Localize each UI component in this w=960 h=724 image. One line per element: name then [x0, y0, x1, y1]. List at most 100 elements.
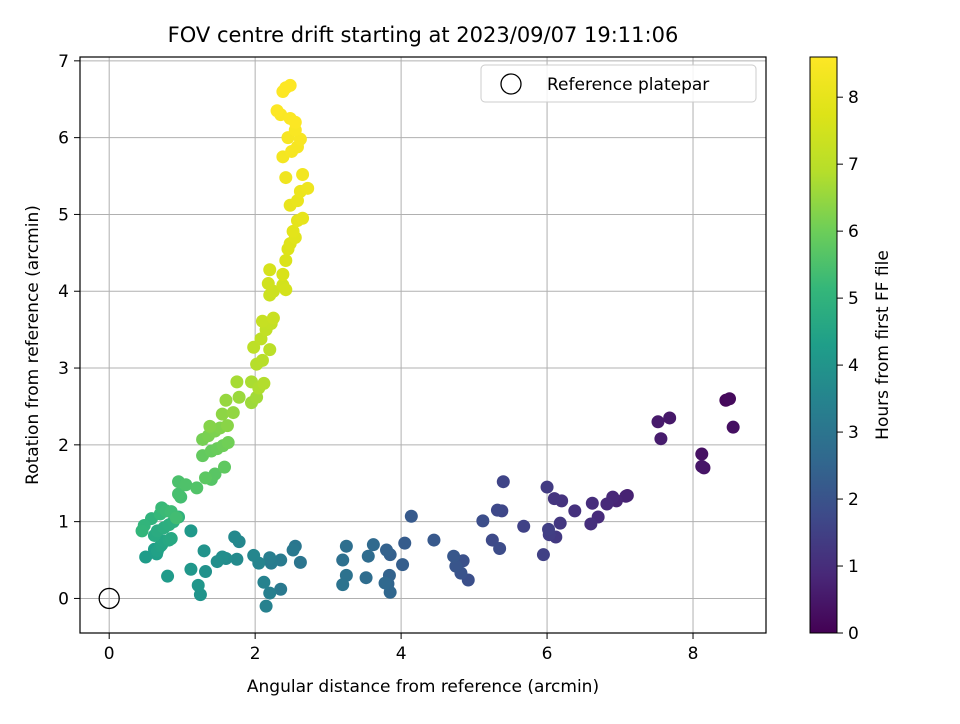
data-point [226, 406, 240, 420]
data-point [247, 340, 261, 354]
data-point [378, 576, 392, 590]
data-point [723, 392, 737, 406]
y-tick-label: 7 [58, 52, 69, 72]
data-point [296, 168, 310, 182]
y-tick-label: 1 [58, 513, 69, 533]
colorbar-tick-label: 5 [848, 289, 859, 309]
data-point [288, 115, 302, 129]
data-point [219, 393, 233, 407]
data-point [336, 578, 350, 592]
colorbar-tick-label: 7 [848, 155, 859, 175]
data-point [654, 432, 668, 446]
data-point [270, 104, 284, 118]
data-point [220, 419, 234, 433]
data-point [255, 353, 269, 367]
data-point [232, 390, 246, 404]
data-point [568, 504, 582, 518]
data-point [695, 447, 709, 461]
data-point [447, 549, 461, 563]
data-point [536, 548, 550, 562]
data-point [404, 509, 418, 523]
data-point [547, 492, 561, 506]
data-point [286, 224, 300, 238]
x-tick-label: 4 [396, 644, 407, 664]
data-point [585, 496, 599, 510]
data-point [540, 480, 554, 494]
data-point [485, 533, 499, 547]
data-point [221, 436, 235, 450]
y-tick-label: 0 [58, 589, 69, 609]
data-point [184, 524, 198, 538]
data-point [263, 343, 277, 357]
data-point [695, 459, 709, 473]
data-point [542, 522, 556, 536]
data-point [726, 420, 740, 434]
data-point [427, 533, 441, 547]
data-point [266, 311, 280, 325]
data-point [366, 538, 380, 552]
data-point [139, 550, 153, 564]
x-tick-label: 2 [250, 644, 261, 664]
colorbar-tick-label: 6 [848, 222, 859, 242]
legend-entry-reference: Reference platepar [547, 75, 709, 95]
y-tick-label: 5 [58, 205, 69, 225]
data-point [517, 519, 531, 533]
data-point [276, 267, 290, 281]
y-tick-label: 3 [58, 359, 69, 379]
x-axis-label: Angular distance from reference (arcmin) [247, 677, 599, 697]
y-axis-ticks: 0 1 2 3 4 5 6 7 [58, 52, 80, 609]
data-point [449, 559, 463, 573]
data-point [215, 407, 229, 421]
data-point [286, 543, 300, 557]
x-tick-label: 0 [104, 644, 115, 664]
data-point [396, 558, 410, 572]
data-point [293, 555, 307, 569]
data-point [135, 524, 149, 538]
colorbar-tick-label: 3 [848, 423, 859, 443]
legend: Reference platepar [480, 64, 757, 103]
data-point [257, 376, 271, 390]
data-point [283, 78, 297, 92]
data-point [496, 475, 510, 489]
scatter-points [135, 78, 740, 613]
data-point [164, 532, 178, 546]
data-point [190, 481, 204, 495]
data-point [191, 578, 205, 592]
colorbar: 0 1 2 3 4 5 6 7 8 Hours from first FF file [809, 56, 893, 644]
data-point [261, 277, 275, 291]
x-tick-label: 6 [542, 644, 553, 664]
legend-marker-icon [500, 73, 522, 95]
data-point [199, 471, 213, 485]
data-point [301, 181, 315, 195]
data-point [247, 548, 261, 562]
y-axis-label: Rotation from reference (arcmin) [23, 205, 43, 485]
colorbar-tick-label: 2 [848, 490, 859, 510]
data-point [380, 543, 394, 557]
data-point [600, 497, 614, 511]
data-point [584, 517, 598, 531]
data-point [210, 555, 224, 569]
colorbar-tick-label: 8 [848, 88, 859, 108]
data-point [361, 549, 375, 563]
data-point [230, 375, 244, 389]
data-point [169, 511, 183, 525]
colorbar-tick-label: 0 [848, 624, 859, 644]
data-point [339, 539, 353, 553]
data-point [279, 171, 293, 185]
y-tick-label: 6 [58, 129, 69, 149]
data-point [274, 582, 288, 596]
data-point [651, 415, 665, 429]
legend-box [480, 64, 757, 103]
data-point [230, 552, 244, 566]
colorbar-tick-label: 1 [848, 557, 859, 577]
colorbar-ticks: 0 1 2 3 4 5 6 7 8 [837, 88, 859, 644]
x-tick-label: 8 [688, 644, 699, 664]
data-point [179, 478, 193, 492]
colorbar-gradient [809, 56, 838, 634]
data-point [296, 211, 310, 225]
data-point [279, 254, 293, 268]
reference-platepar-marker [98, 587, 120, 610]
data-point [197, 544, 211, 558]
